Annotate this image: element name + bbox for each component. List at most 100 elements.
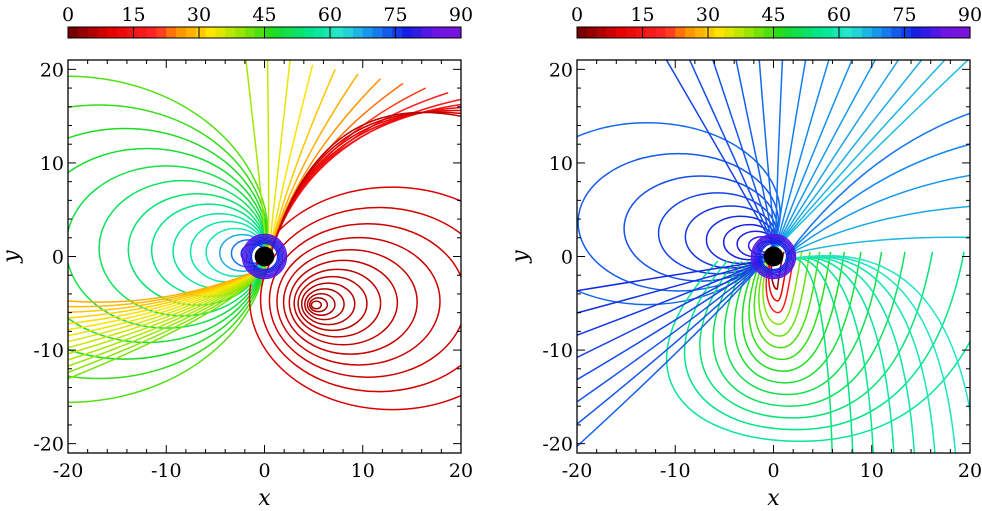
contour-open-line — [266, 82, 404, 267]
colorbar-segment — [166, 27, 177, 38]
y-tick-label: 10 — [549, 153, 573, 175]
colorbar-segment — [323, 27, 334, 38]
contour-loop — [259, 206, 461, 393]
colorbar-tick-label: 75 — [892, 4, 916, 26]
colorbar-segment — [822, 27, 834, 38]
contour-tongue — [753, 251, 821, 349]
colorbar-segment — [626, 27, 637, 38]
x-tick-label: -10 — [151, 460, 182, 482]
colorbar-tick-label: 0 — [571, 4, 583, 26]
colorbar-segment — [421, 27, 433, 38]
contour-core-ring — [245, 237, 284, 276]
colorbar-segment — [655, 27, 667, 38]
y-tick-label: 10 — [40, 153, 64, 175]
contour-open-line — [774, 60, 853, 250]
contour-open-line — [774, 60, 900, 250]
contour-open-line — [786, 143, 970, 256]
colorbar-segment — [274, 27, 285, 38]
contour-open-line — [577, 260, 766, 426]
colorbar-segment — [254, 27, 266, 38]
contour-core-ring — [759, 242, 788, 271]
colorbar-tick-label: 90 — [449, 4, 473, 26]
colorbar-segment — [950, 27, 961, 38]
contour-core-ring — [750, 233, 797, 280]
colorbar-segment — [176, 27, 187, 38]
colorbar-segment — [146, 27, 158, 38]
contour-tongue — [712, 251, 906, 407]
colorbar-segment — [244, 27, 256, 38]
contour-open-line — [774, 60, 877, 250]
colorbar-segment — [802, 27, 814, 38]
colorbar-segment — [783, 27, 794, 38]
colorbar-segment — [694, 27, 706, 38]
colorbar-segment — [714, 27, 725, 38]
colorbar-segment — [117, 27, 128, 38]
colorbar-segment — [920, 27, 932, 38]
colorbar-segment — [284, 27, 295, 38]
contour-open-line — [785, 254, 970, 415]
contour-tongue — [762, 251, 803, 326]
y-axis-label: y — [0, 250, 24, 264]
colorbar-tick-label: 60 — [827, 4, 851, 26]
chart-panel-left: 0 15 30 45 60 75 90 -20 -20 -10 -10 0 0 10 10 20 20 x y — [0, 4, 473, 511]
colorbar-segment — [225, 27, 236, 38]
colorbar-tick-label: 45 — [761, 4, 785, 26]
colorbar-segment — [303, 27, 315, 38]
colorbar-segment — [68, 27, 79, 38]
x-axis-label: x — [258, 486, 271, 511]
colorbar-segment — [264, 27, 275, 38]
colorbar-segment — [734, 27, 745, 38]
contour-open-line — [577, 260, 766, 381]
contour-open-line — [785, 256, 916, 453]
colorbar-segment — [372, 27, 383, 38]
contour-open-line — [785, 256, 895, 453]
y-tick-label: 20 — [549, 59, 573, 81]
colorbar-segment — [235, 27, 246, 38]
contour-tongue — [723, 251, 883, 396]
contour-tongue — [765, 251, 796, 314]
contour-core-ring — [249, 241, 280, 272]
colorbar-segment — [411, 27, 423, 38]
colorbar-tick-label: 0 — [62, 4, 74, 26]
colorbar-segment — [392, 27, 403, 38]
colorbar-segment — [87, 27, 99, 38]
colorbar-segment — [402, 27, 413, 38]
contour-tongue — [699, 251, 934, 419]
contour-open-line — [688, 60, 777, 250]
colorbar-segment — [215, 27, 226, 38]
colorbar-segment — [852, 27, 863, 38]
contour-core-ring — [247, 239, 283, 275]
colorbar-segment — [832, 27, 843, 38]
contour-open-line — [665, 60, 777, 250]
contour-open-line — [577, 260, 766, 403]
colorbar-segment — [842, 27, 853, 38]
colorbar-segment — [195, 27, 207, 38]
colorbar-segment — [362, 27, 374, 38]
x-tick-label: 10 — [351, 460, 375, 482]
colorbar-segment — [645, 27, 657, 38]
colorbar-segment — [704, 27, 716, 38]
contour-open-line — [68, 267, 266, 361]
contour-loop — [577, 152, 780, 292]
contour-open-line — [577, 260, 765, 314]
contour-open-line — [735, 60, 777, 250]
colorbar-segment — [185, 27, 197, 38]
colorbar-segment — [960, 27, 971, 38]
contour-open-line — [266, 111, 461, 267]
contour-open-line — [786, 205, 970, 256]
contour-loop — [306, 293, 336, 316]
chart-panel-right: 0 15 30 45 60 75 90 -20 -20 -10 -10 0 0 10 10 20 20 x y — [508, 4, 982, 511]
contour-open-line — [787, 236, 970, 256]
contour-tongue — [758, 251, 811, 337]
contour-loop — [308, 297, 329, 313]
colorbar-segment — [606, 27, 617, 38]
contour-open-line — [577, 260, 765, 292]
contour-open-line — [577, 260, 766, 359]
contour-tongue — [741, 251, 846, 372]
contour-open-line — [68, 267, 266, 367]
colorbar-segment — [107, 27, 118, 38]
colorbar-tick-label: 90 — [958, 4, 982, 26]
contour-core-ring — [248, 240, 281, 273]
colorbar-segment — [940, 27, 951, 38]
